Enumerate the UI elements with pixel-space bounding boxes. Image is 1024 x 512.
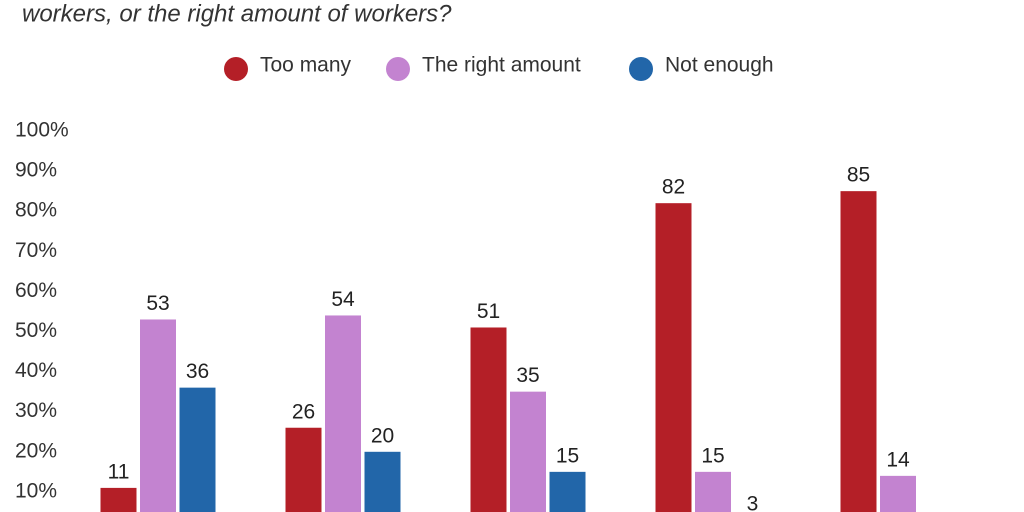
value-label: 82 <box>662 176 685 199</box>
value-label: 51 <box>477 300 500 323</box>
y-tick-label: 30% <box>15 399 57 422</box>
legend-label: The right amount <box>422 54 581 77</box>
value-label: 14 <box>886 448 910 471</box>
legend-marker <box>629 57 653 81</box>
bar <box>140 319 176 512</box>
value-label: 3 <box>747 493 759 512</box>
value-label: 20 <box>371 424 394 447</box>
legend-label: Not enough <box>665 54 774 77</box>
bar <box>364 451 401 512</box>
legend-marker <box>386 57 410 81</box>
bar <box>880 475 916 512</box>
bar <box>695 471 731 512</box>
value-label: 11 <box>108 460 130 483</box>
bar <box>470 327 507 512</box>
bar <box>325 315 361 512</box>
value-label: 15 <box>556 444 579 467</box>
bar <box>510 391 546 512</box>
y-tick-label: 70% <box>15 239 57 262</box>
y-tick-label: 50% <box>15 319 57 342</box>
bar <box>285 427 322 512</box>
bar <box>549 471 586 512</box>
y-tick-label: 80% <box>15 199 57 222</box>
y-tick-label: 60% <box>15 279 57 302</box>
y-tick-label: 20% <box>15 439 57 462</box>
y-tick-label: 10% <box>15 479 57 502</box>
value-label: 53 <box>146 292 169 315</box>
bar <box>840 191 877 512</box>
value-label: 36 <box>186 360 209 383</box>
bar <box>179 387 216 512</box>
legend-marker <box>224 57 248 81</box>
bar <box>100 487 137 512</box>
y-tick-label: 100% <box>15 119 69 142</box>
bar <box>655 203 692 512</box>
value-label: 54 <box>331 288 355 311</box>
legend-label: Too many <box>260 54 352 77</box>
y-tick-label: 90% <box>15 159 57 182</box>
chart-title: workers, or the right amount of workers? <box>22 0 452 27</box>
value-label: 15 <box>701 444 724 467</box>
value-label: 35 <box>516 364 539 387</box>
value-label: 26 <box>292 400 315 423</box>
y-tick-label: 40% <box>15 359 57 382</box>
value-label: 85 <box>847 164 870 187</box>
